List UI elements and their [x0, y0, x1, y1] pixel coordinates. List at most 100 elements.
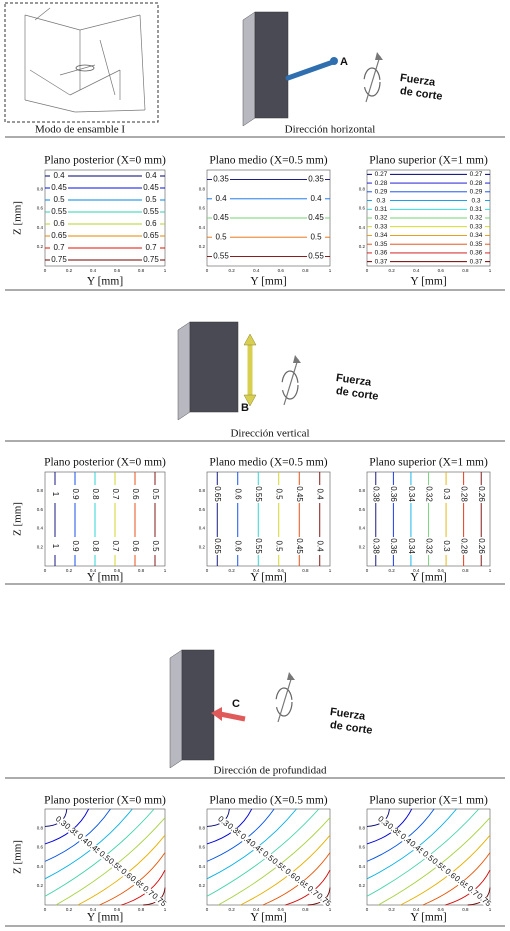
- contour-label-bg: [142, 256, 160, 264]
- contour-label: 0.75: [143, 255, 159, 264]
- contour-label-bg: [212, 176, 230, 184]
- contour-label: 0.55: [254, 486, 263, 502]
- y-tick-label: 0.4: [37, 225, 44, 230]
- contour-label: 0.33: [375, 223, 388, 230]
- robot-line: [74, 109, 146, 113]
- contour-label: 0.31: [470, 206, 483, 213]
- x-tick-label: 0.8: [302, 907, 309, 912]
- contour-label: 0.6: [234, 488, 243, 500]
- rotation-symbol: [275, 687, 293, 717]
- contour-label: 0.31: [375, 206, 388, 213]
- contour-label-bg: [372, 231, 390, 239]
- y-tick-label: 0.8: [37, 825, 44, 830]
- contour-label-bg: [213, 485, 221, 503]
- x-tick-label: 0.6: [278, 907, 285, 912]
- contour-label-bg: [131, 485, 139, 503]
- contour-label-bg: [247, 839, 266, 856]
- y-tick-label: 0.2: [359, 883, 366, 888]
- plate-face: [189, 321, 239, 413]
- contour-label-bg: [150, 891, 168, 909]
- x-tick-label: 0.6: [114, 568, 121, 573]
- rotation-symbol: [281, 370, 299, 400]
- contour-label: 0.28: [460, 486, 469, 502]
- contour-label: 0.5: [151, 540, 160, 552]
- x-tick-label: 0.4: [413, 568, 420, 573]
- x-tick-label: 0.2: [66, 568, 73, 573]
- contour-label-bg: [292, 874, 311, 891]
- x-tick-label: 0.4: [90, 268, 97, 273]
- contour-label: 0.45: [308, 213, 324, 222]
- contour-label-bg: [442, 537, 450, 555]
- contour-label: 0.5: [275, 540, 284, 552]
- contour-label-bg: [270, 856, 288, 874]
- x-tick-label: 1: [329, 268, 332, 273]
- contour-label: 0.75: [51, 255, 67, 264]
- contour-label: 0.5: [275, 488, 284, 500]
- contour-label-bg: [442, 485, 450, 503]
- contour-label: 0.5: [53, 195, 65, 204]
- y-tick-label: 0.8: [359, 186, 366, 191]
- contour-label-bg: [407, 537, 415, 555]
- contour-label: 0.34: [407, 486, 416, 502]
- contour-label-bg: [467, 249, 485, 257]
- x-tick-label: 0.4: [90, 907, 97, 912]
- contour-label: 0.32: [470, 215, 483, 222]
- contour-label: 0.6: [145, 219, 157, 228]
- contour-label-bg: [307, 233, 325, 241]
- y-tick-label: 0.8: [199, 186, 206, 191]
- x-tick-label: 0.4: [90, 568, 97, 573]
- plot-frame: [44, 471, 166, 567]
- contour-label-bg: [51, 537, 59, 555]
- contour-label: 0.65: [213, 486, 222, 502]
- force-label: Fuerza: [329, 706, 367, 723]
- x-tick-label: 0.8: [462, 907, 469, 912]
- y-tick-label: 0.6: [37, 845, 44, 850]
- robot-line: [24, 99, 76, 113]
- contour-label-bg: [275, 485, 283, 503]
- contour-label-bg: [372, 485, 380, 503]
- contour-label-bg: [477, 485, 485, 503]
- x-tick-label: 0: [44, 907, 47, 912]
- contour-label: 1: [51, 544, 60, 549]
- contour-label: 0.32: [424, 486, 433, 502]
- contour-label: 0.4: [316, 540, 325, 552]
- plate-side: [169, 649, 183, 769]
- contour-label-bg: [452, 874, 471, 891]
- x-tick-label: 0: [206, 268, 209, 273]
- y-tick-label: 0.8: [359, 825, 366, 830]
- rotation-axis: [365, 55, 381, 103]
- y-tick-label: 0.6: [199, 507, 206, 512]
- contour-label-bg: [50, 184, 68, 192]
- contour-label: 0.29: [375, 189, 388, 196]
- contour-label-bg: [372, 188, 390, 196]
- y-tick-label: 0.4: [199, 526, 206, 531]
- contour-label: 0.6: [234, 540, 243, 552]
- contour-label-bg: [307, 252, 325, 260]
- y-tick-label: 0.2: [37, 883, 44, 888]
- y-tick-label: 0.2: [37, 244, 44, 249]
- contour-label-bg: [477, 537, 485, 555]
- contour-label-bg: [50, 256, 68, 264]
- y-tick-label: 0.4: [37, 526, 44, 531]
- plot-title: Plano medio (X=0.5 mm): [209, 155, 327, 167]
- contour-label-bg: [234, 485, 242, 503]
- contour-label-bg: [151, 485, 159, 503]
- contour-label-bg: [142, 232, 160, 240]
- x-tick-label: 0: [366, 907, 369, 912]
- x-tick-label: 0.2: [388, 907, 395, 912]
- contour-label-bg: [50, 232, 68, 240]
- contour-label: 0.32: [375, 215, 388, 222]
- robot-line: [79, 14, 141, 31]
- x-tick-label: 0.8: [138, 907, 145, 912]
- contour-label-bg: [212, 252, 230, 260]
- plate-face: [254, 11, 289, 119]
- plot-title: Plano medio (X=0.5 mm): [209, 457, 327, 469]
- robot-line: [99, 39, 116, 96]
- x-tick-label: 1: [164, 568, 167, 573]
- rotation-arrow: [375, 52, 383, 60]
- x-tick-label: 0.4: [413, 268, 420, 273]
- contour-label-bg: [212, 214, 230, 222]
- y-tick-label: 0.6: [199, 845, 206, 850]
- contour-label: 0.75: [150, 891, 168, 908]
- contour-label-bg: [316, 485, 324, 503]
